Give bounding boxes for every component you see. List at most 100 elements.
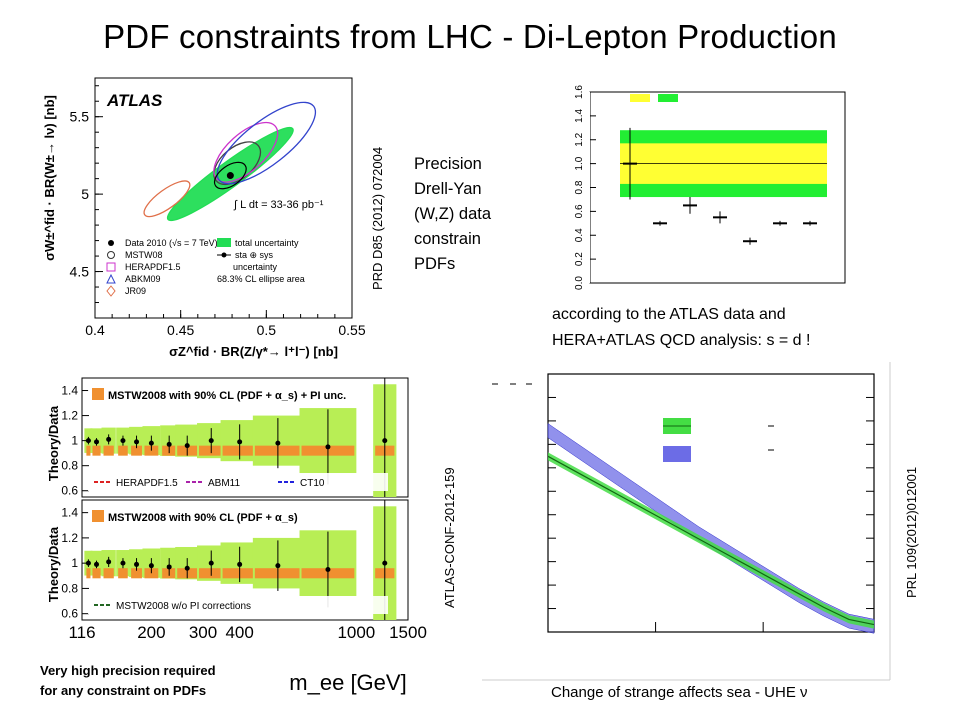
x-tick-label: 0.5 [257,322,277,338]
prl-reference: PRL 109(2012)012001 [904,466,919,598]
panel-frame [81,377,409,498]
legend-marker [108,240,114,246]
y-tick-label: 0.8 [574,180,585,194]
data-point [134,561,140,567]
strange-note: according to the ATLAS data and HERA+ATL… [552,302,810,354]
legend-swatch [630,94,650,102]
strange-band [547,423,875,634]
theory-band [131,445,142,456]
ellipse-2 [213,121,279,183]
y-axis-label: Theory/Data [46,526,61,602]
precision-line: Drell-Yan [414,180,482,198]
ellipse-1 [213,141,262,186]
legend-swatch [658,94,678,102]
pdf-band [373,506,397,620]
precision-line: constrain [414,230,481,248]
pdf-band [160,425,179,456]
y-tick-label: 4.5 [70,264,90,280]
legend-entry: CT10 [300,478,325,489]
data-point [106,559,112,565]
slide-title: PDF constraints from LHC - Di-Lepton Pro… [103,18,837,55]
theory-band [144,445,159,456]
conf-reference: ATLAS-CONF-2012-159 [442,467,457,608]
x-tick-label: 0.45 [167,322,194,338]
legend-box [88,473,388,491]
data-point [94,439,100,445]
theory-band [131,568,142,579]
y-tick-label: 1 [71,434,78,448]
pdf-band [175,546,200,580]
legend-entry: MSTW2008 with 90% CL (PDF + α_s) + PI un… [108,390,346,402]
legend-box [88,384,338,406]
x-tick-label: 200 [137,623,165,642]
data-point [382,438,388,444]
pdf-band [101,550,116,577]
y-tick-label: 5 [81,186,89,202]
theory-band [86,445,91,456]
data-point [120,560,126,566]
legend-entry: MSTW2008 w/o PI corrections [116,601,251,612]
x-tick-label: 400 [225,623,253,642]
legend-entry: uncertainty [233,262,278,272]
sea-band [548,452,874,629]
legend-entry: 68.3% CL ellipse area [217,274,305,284]
legend-entry: ABM11 [208,478,240,489]
pdf-band [142,548,161,578]
data-point [275,563,281,569]
legend-swatch [663,418,691,434]
y-tick-label: 5.5 [70,109,90,125]
pdf-band [299,408,357,474]
data-point [325,444,331,450]
tick-strip [558,92,590,283]
legend-marker [221,252,227,258]
lumi-label: ∫ L dt = 33-36 pb⁻¹ [233,199,324,211]
data-point [237,561,243,567]
y-tick-label: 1.0 [574,156,585,170]
atlas-logo: ATLAS [106,91,163,110]
y-tick-label: 0.6 [61,607,78,621]
legend-marker [107,251,115,259]
data-point [237,439,243,445]
plot-frame [547,373,875,633]
ellipse-3 [216,101,317,185]
band-total [620,130,827,198]
precision-line: (W,Z) data [414,205,492,223]
theory-band [199,445,224,456]
legend-swatch [92,510,104,522]
strange-line: HERA+ATLAS QCD analysis: s = d ! [552,332,811,349]
theory-band [375,445,395,456]
y-tick-label: 0.4 [574,228,585,242]
y-axis-label: σW±^fid · BR(W±→ lν) [nb] [42,95,57,261]
pdf-band [142,426,161,456]
y-tick-label: 1.2 [61,531,78,545]
theory-band [92,568,101,579]
y-tick-label: 0.8 [61,581,78,595]
theory-band [144,568,159,579]
pdf-band [220,542,259,584]
pdf-band [90,550,103,576]
x-tick-label: 1500 [389,623,427,642]
data-point [382,560,388,566]
theory-band [254,568,301,579]
x-tick-label: 1000 [337,623,375,642]
data-point [85,560,91,566]
theory-band [222,568,257,579]
data-point [226,172,234,180]
data-point [184,565,190,571]
y-axis-label: Theory/Data [46,405,61,481]
stat-ellipse [213,161,247,190]
x-tick-label: 300 [189,623,217,642]
legend-marker [217,238,231,247]
data-point [94,561,100,567]
data-point [134,439,140,445]
legend-entry: total uncertainty [235,238,299,248]
data-point [275,440,281,446]
x-axis-label: σZ^fid · BR(Z/γ*→ l⁺l⁻) [nb] [169,344,338,359]
data-point [166,441,172,447]
x-tick-label: 116 [68,623,95,642]
theory-band [118,568,128,579]
pdf-band [252,537,303,589]
x-tick-label: 0.55 [338,322,365,338]
y-tick-label: 1.6 [574,85,585,99]
